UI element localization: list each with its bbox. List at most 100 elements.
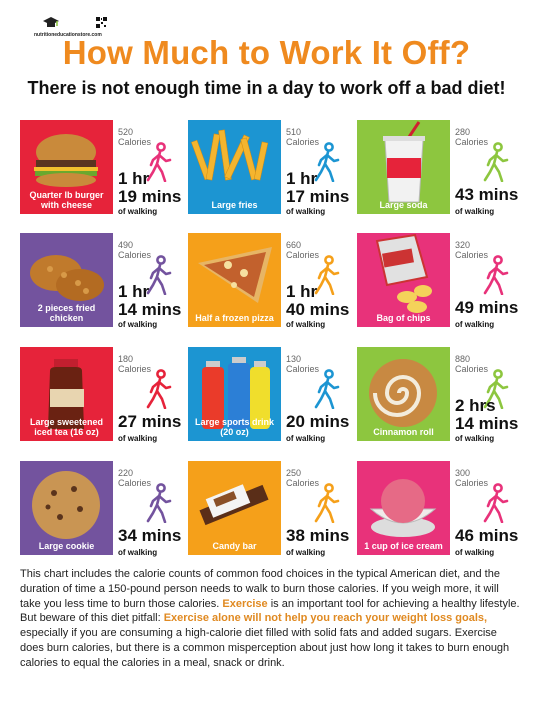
walker-figure bbox=[310, 483, 344, 524]
food-name: 2 pieces fried chicken bbox=[37, 303, 96, 323]
walker-figure bbox=[479, 255, 513, 296]
walk-time-hours: 1 hr bbox=[118, 169, 150, 188]
walk-time-hours: 1 hr bbox=[118, 282, 150, 301]
walk-time-minutes: 46 mins bbox=[455, 526, 519, 545]
chicken-icon bbox=[30, 255, 104, 301]
food-item: Large cookie 220 Calories 34 mins of walking bbox=[20, 461, 185, 566]
walking-person-icon bbox=[146, 483, 172, 524]
walk-time-hours: 1 hr bbox=[286, 169, 318, 188]
walk-time-minutes: 27 mins bbox=[118, 412, 182, 431]
food-photo-pizza: Half a frozen pizza bbox=[188, 233, 281, 327]
walker-figure bbox=[479, 142, 513, 183]
food-item: 2 pieces fried chicken 490 Calories 1 hr 14 … bbox=[20, 233, 185, 338]
calorie-unit: Calories bbox=[118, 364, 152, 374]
walking-caption: of walking bbox=[118, 434, 158, 443]
food-photo-soda: Large soda bbox=[357, 120, 450, 214]
calorie-unit: Calories bbox=[455, 364, 489, 374]
food-item: 1 cup of ice cream 300 Calories 46 mins of w… bbox=[357, 461, 522, 566]
walking-caption: of walking bbox=[286, 434, 326, 443]
walk-time-minutes: 49 mins bbox=[455, 298, 519, 317]
calorie-unit: Calories bbox=[286, 364, 320, 374]
tea-icon bbox=[48, 359, 84, 429]
walker-figure bbox=[479, 483, 513, 524]
food-name: Bag of chips bbox=[376, 313, 431, 323]
calorie-count: 250 Calories bbox=[286, 468, 319, 488]
walk-time-hours: 2 hrs bbox=[455, 396, 496, 415]
walking-person-icon bbox=[314, 142, 340, 183]
calorie-count: 280 Calories bbox=[455, 127, 488, 147]
walker-figure bbox=[142, 369, 176, 410]
calorie-value: 280 bbox=[455, 127, 471, 137]
food-photo-cookie: Large cookie bbox=[20, 461, 113, 555]
walking-caption: of walking bbox=[455, 548, 495, 557]
walker-figure bbox=[142, 255, 176, 296]
food-photo-fries: Large fries bbox=[188, 120, 281, 214]
walk-time-hours: 1 hr bbox=[286, 282, 318, 301]
walking-caption: of walking bbox=[286, 207, 326, 216]
walking-caption: of walking bbox=[455, 320, 495, 329]
highlight-warning: Exercise alone will not help you reach y… bbox=[163, 612, 488, 625]
calorie-value: 320 bbox=[455, 240, 471, 250]
calorie-count: 300 Calories bbox=[455, 468, 488, 488]
burger-icon bbox=[34, 134, 98, 187]
graduation-cap-icon bbox=[43, 17, 59, 27]
food-name: Large cookie bbox=[38, 541, 95, 551]
food-item: Large fries 510 Calories 1 hr 17 mins of walk… bbox=[188, 120, 353, 225]
brand-logo: nutritioneducationstore.com bbox=[34, 15, 119, 39]
walk-time-minutes: 14 mins bbox=[118, 300, 182, 319]
calorie-count: 660 Calories bbox=[286, 240, 319, 260]
food-item: Cinnamon roll 880 Calories 2 hrs 14 mins of w… bbox=[357, 347, 522, 452]
walker-figure bbox=[310, 142, 344, 183]
walk-time-minutes: 34 mins bbox=[118, 526, 182, 545]
sports-icon bbox=[202, 357, 270, 429]
candy-icon bbox=[199, 484, 269, 526]
qr-code-icon bbox=[96, 17, 107, 28]
calorie-unit: Calories bbox=[455, 137, 489, 147]
walking-caption: of walking bbox=[118, 207, 158, 216]
calorie-unit: Calories bbox=[286, 250, 320, 260]
food-name: Cinnamon roll bbox=[373, 427, 434, 437]
calorie-value: 510 bbox=[286, 127, 302, 137]
soda-icon bbox=[383, 121, 425, 203]
calorie-count: 520 Calories bbox=[118, 127, 151, 147]
food-item: Bag of chips 320 Calories 49 mins of walking bbox=[357, 233, 522, 338]
walk-time-minutes: 43 mins bbox=[455, 185, 519, 204]
calorie-value: 250 bbox=[286, 468, 302, 478]
page-title: How Much to Work It Off? bbox=[62, 34, 471, 71]
food-item: Large sports drink (20 oz) 130 Calories 20 … bbox=[188, 347, 353, 452]
food-name: Large soda bbox=[379, 200, 428, 210]
walk-time-minutes: 20 mins bbox=[286, 412, 350, 431]
calorie-value: 300 bbox=[455, 468, 471, 478]
calorie-value: 180 bbox=[118, 354, 134, 364]
calorie-count: 490 Calories bbox=[118, 240, 151, 260]
walking-caption: of walking bbox=[286, 548, 326, 557]
food-name: Quarter lb burger with cheese bbox=[29, 190, 104, 210]
calorie-count: 880 Calories bbox=[455, 354, 488, 374]
calorie-value: 130 bbox=[286, 354, 302, 364]
walking-caption: of walking bbox=[455, 207, 495, 216]
body-text-3: especially if you are consuming a high-c… bbox=[20, 627, 510, 669]
food-photo-chips: Bag of chips bbox=[357, 233, 450, 327]
walk-time-minutes: 38 mins bbox=[286, 526, 350, 545]
walking-caption: of walking bbox=[455, 434, 495, 443]
food-photo-burger: Quarter lb burger with cheese bbox=[20, 120, 113, 214]
walking-person-icon bbox=[483, 483, 509, 524]
calorie-count: 220 Calories bbox=[118, 468, 151, 488]
walk-time-minutes: 40 mins bbox=[286, 300, 350, 319]
food-item: Candy bar 250 Calories 38 mins of walking bbox=[188, 461, 353, 566]
calorie-unit: Calories bbox=[118, 137, 152, 147]
walk-time-minutes: 14 mins bbox=[455, 414, 519, 433]
food-name: Half a frozen pizza bbox=[195, 313, 274, 323]
walking-caption: of walking bbox=[118, 320, 158, 329]
calorie-count: 510 Calories bbox=[286, 127, 319, 147]
calorie-value: 490 bbox=[118, 240, 134, 250]
icecream-icon bbox=[369, 479, 437, 537]
food-name: Large sweetened iced tea (16 oz) bbox=[29, 417, 104, 437]
calorie-unit: Calories bbox=[118, 478, 152, 488]
walk-time-minutes: 19 mins bbox=[118, 187, 182, 206]
calorie-unit: Calories bbox=[118, 250, 152, 260]
food-photo-roll: Cinnamon roll bbox=[357, 347, 450, 441]
walker-figure bbox=[142, 483, 176, 524]
walking-person-icon bbox=[483, 142, 509, 183]
calorie-unit: Calories bbox=[286, 137, 320, 147]
